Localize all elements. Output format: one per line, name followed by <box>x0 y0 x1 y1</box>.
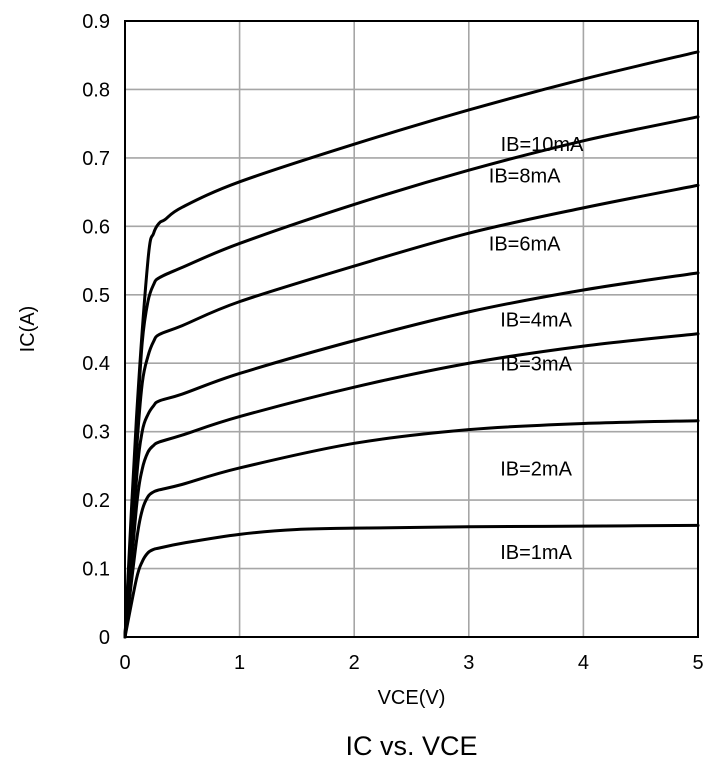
y-axis-title: IC(A) <box>17 306 39 353</box>
x-tick-label-5: 5 <box>692 652 703 674</box>
y-tick-label-6: 0.6 <box>82 216 110 238</box>
y-tick-label-5: 0.5 <box>82 285 110 307</box>
series-label-ib-6ma: IB=6mA <box>489 234 561 256</box>
y-tick-label-1: 0.1 <box>82 559 110 581</box>
series-line-ib-8ma <box>123 115 700 639</box>
series-line-ib-3ma <box>123 332 700 639</box>
y-tick-label-4: 0.4 <box>82 353 110 375</box>
series-line-ib-10ma <box>123 50 700 639</box>
series-line-ib-2ma <box>123 419 700 639</box>
chart-title: IC vs. VCE <box>345 731 477 761</box>
series-line-ib-1ma <box>123 523 700 639</box>
series-label-ib-2ma: IB=2mA <box>500 459 572 481</box>
x-tick-label-4: 4 <box>578 652 589 674</box>
series-label-ib-3ma: IB=3mA <box>500 354 572 376</box>
x-tick-labels: 0 1 2 3 4 5 <box>119 652 703 674</box>
y-tick-label-3: 0.3 <box>82 422 110 444</box>
series-label-ib-4ma: IB=4mA <box>500 310 572 332</box>
series-label-ib-8ma: IB=8mA <box>489 165 561 187</box>
series-label-ib-10ma: IB=10mA <box>501 134 584 156</box>
series-line-ib-4ma <box>123 271 700 639</box>
series-labels: IB=10mA IB=8mA IB=6mA IB=4mA IB=3mA IB=2mA IB=… <box>489 134 584 564</box>
plot-area-frame <box>124 20 699 638</box>
curves <box>123 50 700 639</box>
x-tick-label-1: 1 <box>234 652 245 674</box>
y-tick-label-2: 0.2 <box>82 490 110 512</box>
x-tick-label-0: 0 <box>119 652 130 674</box>
x-axis-title: VCE(V) <box>378 687 446 709</box>
series-label-ib-1ma: IB=1mA <box>500 542 572 564</box>
y-tick-label-0: 0 <box>99 627 110 649</box>
grid <box>124 20 699 638</box>
x-tick-label-3: 3 <box>463 652 474 674</box>
x-tick-label-2: 2 <box>349 652 360 674</box>
y-tick-label-7: 0.7 <box>82 148 110 170</box>
y-tick-label-9: 0.9 <box>82 11 110 33</box>
y-tick-label-8: 0.8 <box>82 79 110 101</box>
series-line-ib-6ma <box>123 183 700 639</box>
y-tick-labels: 0 0.1 0.2 0.3 0.4 0.5 0.6 0.7 0.8 0.9 <box>82 11 110 649</box>
